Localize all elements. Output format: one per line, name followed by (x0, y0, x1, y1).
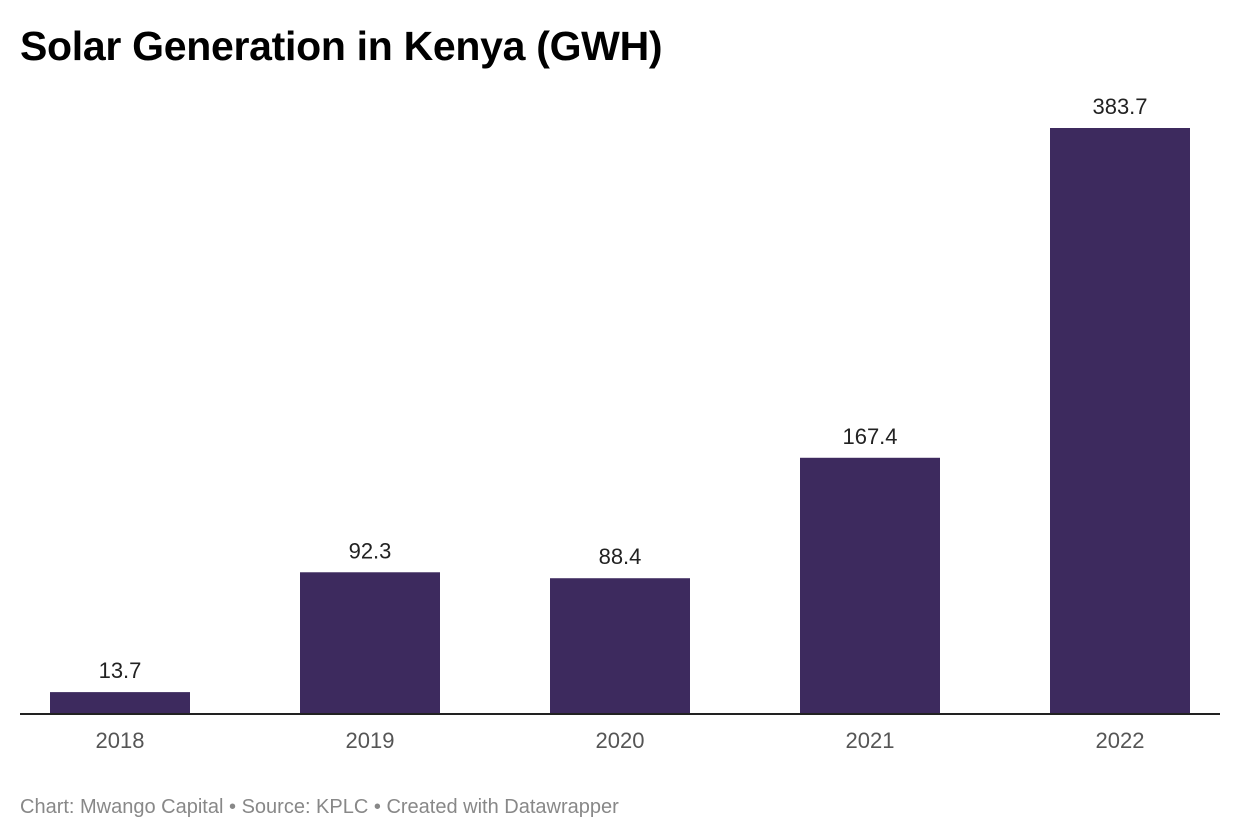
chart-footer: Chart: Mwango Capital • Source: KPLC • C… (20, 794, 619, 820)
value-label-2019: 92.3 (349, 538, 392, 563)
x-tick-label-2022: 2022 (1096, 728, 1145, 753)
footer-tool: Created with Datawrapper (386, 796, 619, 818)
bars-group (50, 128, 1190, 713)
x-tick-label-2020: 2020 (596, 728, 645, 753)
x-tick-label-2018: 2018 (96, 728, 145, 753)
bar-2022 (1050, 128, 1190, 713)
value-label-2020: 88.4 (599, 544, 642, 569)
bar-2021 (800, 457, 940, 713)
footer-separator: • (229, 796, 237, 818)
x-tick-label-2021: 2021 (846, 728, 895, 753)
value-label-2021: 167.4 (842, 424, 897, 449)
footer-credit: Chart: Mwango Capital (20, 796, 224, 818)
bar-2018 (50, 692, 190, 713)
bar-2019 (300, 572, 440, 713)
value-label-2022: 383.7 (1092, 94, 1147, 119)
value-labels-group: 13.7 92.3 88.4 167.4 383.7 (99, 94, 1148, 683)
chart-title: Solar Generation in Kenya (GWH) (20, 23, 663, 69)
bar-2020 (550, 578, 690, 713)
x-tick-label-2019: 2019 (346, 728, 395, 753)
value-label-2018: 13.7 (99, 658, 142, 683)
footer-separator: • (373, 796, 381, 818)
x-tick-labels-group: 2018 2019 2020 2021 2022 (96, 728, 1145, 753)
footer-source: Source: KPLC (241, 796, 369, 818)
